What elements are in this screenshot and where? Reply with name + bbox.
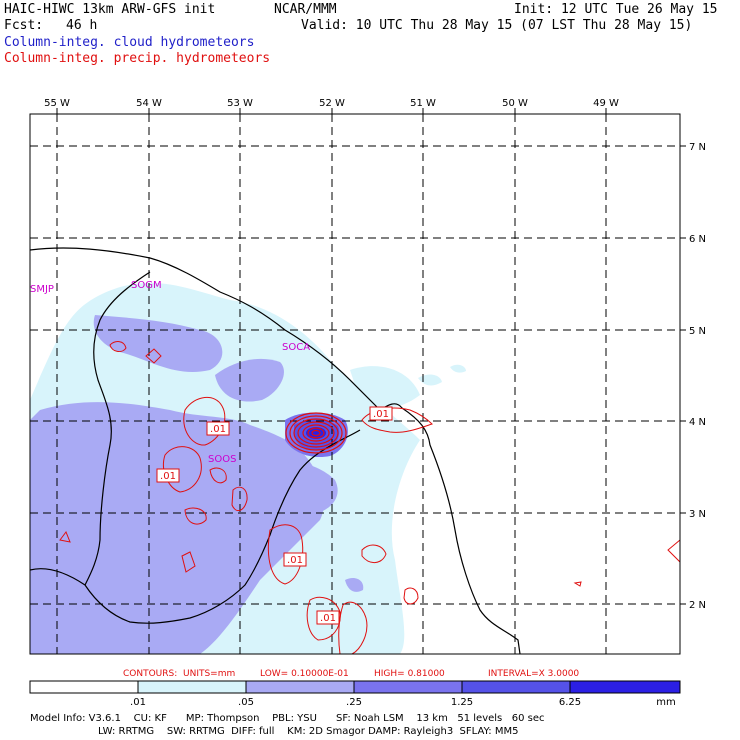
contours-prefix: CONTOURS:: [123, 669, 177, 679]
contour-core-cluster: [285, 412, 347, 454]
lat-label: 6 N: [689, 234, 706, 245]
org-label: NCAR/MMM: [274, 2, 337, 17]
init-time: Init: 12 UTC Tue 26 May 15: [514, 2, 718, 17]
contour-label: .01: [283, 552, 307, 567]
lon-label: 53 W: [227, 98, 253, 109]
contour-labels: .01 .01 .01 .01 .01: [156, 406, 393, 625]
contour-label: .01: [206, 421, 230, 436]
lat-label: 4 N: [689, 417, 706, 428]
lon-label: 51 W: [410, 98, 436, 109]
model-info-line1: Model Info: V3.6.1 CU: KF MP: Thompson P…: [30, 713, 545, 724]
colorbar-ticks: .01 .05 .25 1.25 6.25 mm: [130, 697, 676, 708]
valid-time: Valid: 10 UTC Thu 28 May 15 (07 LST Thu …: [301, 18, 693, 33]
colorbar-unit: mm: [656, 697, 675, 708]
colorbar-bin: [29, 680, 139, 694]
hydrometeor-shading: [30, 282, 466, 654]
map-frame: [29, 113, 681, 655]
contours-info: CONTOURS: UNITS=mm LOW= 0.10000E-01 HIGH…: [123, 669, 579, 679]
precip-contours: [59, 341, 680, 654]
cloud-field-title: Column-integ. cloud hydrometeors: [4, 35, 255, 50]
colorbar-bin: [137, 680, 247, 694]
lon-label: 49 W: [593, 98, 619, 109]
precip-field-title: Column-integ. precip. hydrometeors: [4, 51, 271, 66]
svg-text:.01: .01: [287, 555, 303, 566]
lat-lon-grid: [30, 114, 680, 654]
colorbar-bin: [569, 680, 681, 694]
lon-label: 54 W: [136, 98, 162, 109]
shade-level-5: [306, 427, 326, 439]
lon-label: 55 W: [44, 98, 70, 109]
svg-text:.01: .01: [210, 424, 226, 435]
contour-label: .01: [156, 468, 180, 483]
station-soos: SOOS: [208, 454, 236, 465]
lat-label: 7 N: [689, 142, 706, 153]
colorbar-tick: .01: [130, 697, 146, 708]
lat-label: 5 N: [689, 326, 706, 337]
forecast-label: Fcst:: [4, 18, 44, 33]
colorbar-tick: 6.25: [559, 697, 581, 708]
station-sogm: SOGM: [131, 280, 162, 291]
lon-labels: 55 W 54 W 53 W 52 W 51 W 50 W 49 W: [44, 98, 619, 109]
lon-label: 50 W: [502, 98, 528, 109]
contours-low: LOW= 0.10000E-01: [260, 669, 349, 679]
svg-text:.01: .01: [160, 471, 176, 482]
contour-label: .01: [369, 406, 393, 421]
colorbar-bin: [461, 680, 571, 694]
svg-text:.01: .01: [373, 409, 389, 420]
lat-labels: 7 N 6 N 5 N 4 N 3 N 2 N: [689, 142, 706, 611]
station-soca: SOCA: [282, 342, 310, 353]
forecast-hours: 46 h: [66, 18, 98, 33]
lat-ticks: [680, 145, 686, 605]
model-info-line2: LW: RRTMG SW: RRTMG DIFF: full KM: 2D Sm…: [98, 726, 519, 737]
colorbar-bin: [353, 680, 463, 694]
colorbar: [29, 680, 681, 694]
lon-label: 52 W: [319, 98, 345, 109]
station-smjp: SMJP: [30, 284, 54, 295]
shade-level-2: [30, 315, 364, 654]
stations: SMJP SOGM SOCA SOOS: [30, 280, 310, 465]
contour-label: .01: [316, 610, 340, 625]
contours-units: UNITS=mm: [183, 669, 235, 679]
colorbar-tick: .25: [346, 697, 362, 708]
contours-interval: INTERVAL=X 3.0000: [488, 669, 579, 679]
svg-text:.01: .01: [320, 613, 336, 624]
colorbar-tick: 1.25: [451, 697, 473, 708]
colorbar-bin: [245, 680, 355, 694]
model-title: HAIC-HIWC 13km ARW-GFS init: [4, 2, 216, 17]
lat-label: 3 N: [689, 509, 706, 520]
lat-label: 2 N: [689, 600, 706, 611]
contours-high: HIGH= 0.81000: [374, 669, 445, 679]
lon-ticks: [56, 108, 607, 114]
colorbar-tick: .05: [238, 697, 254, 708]
